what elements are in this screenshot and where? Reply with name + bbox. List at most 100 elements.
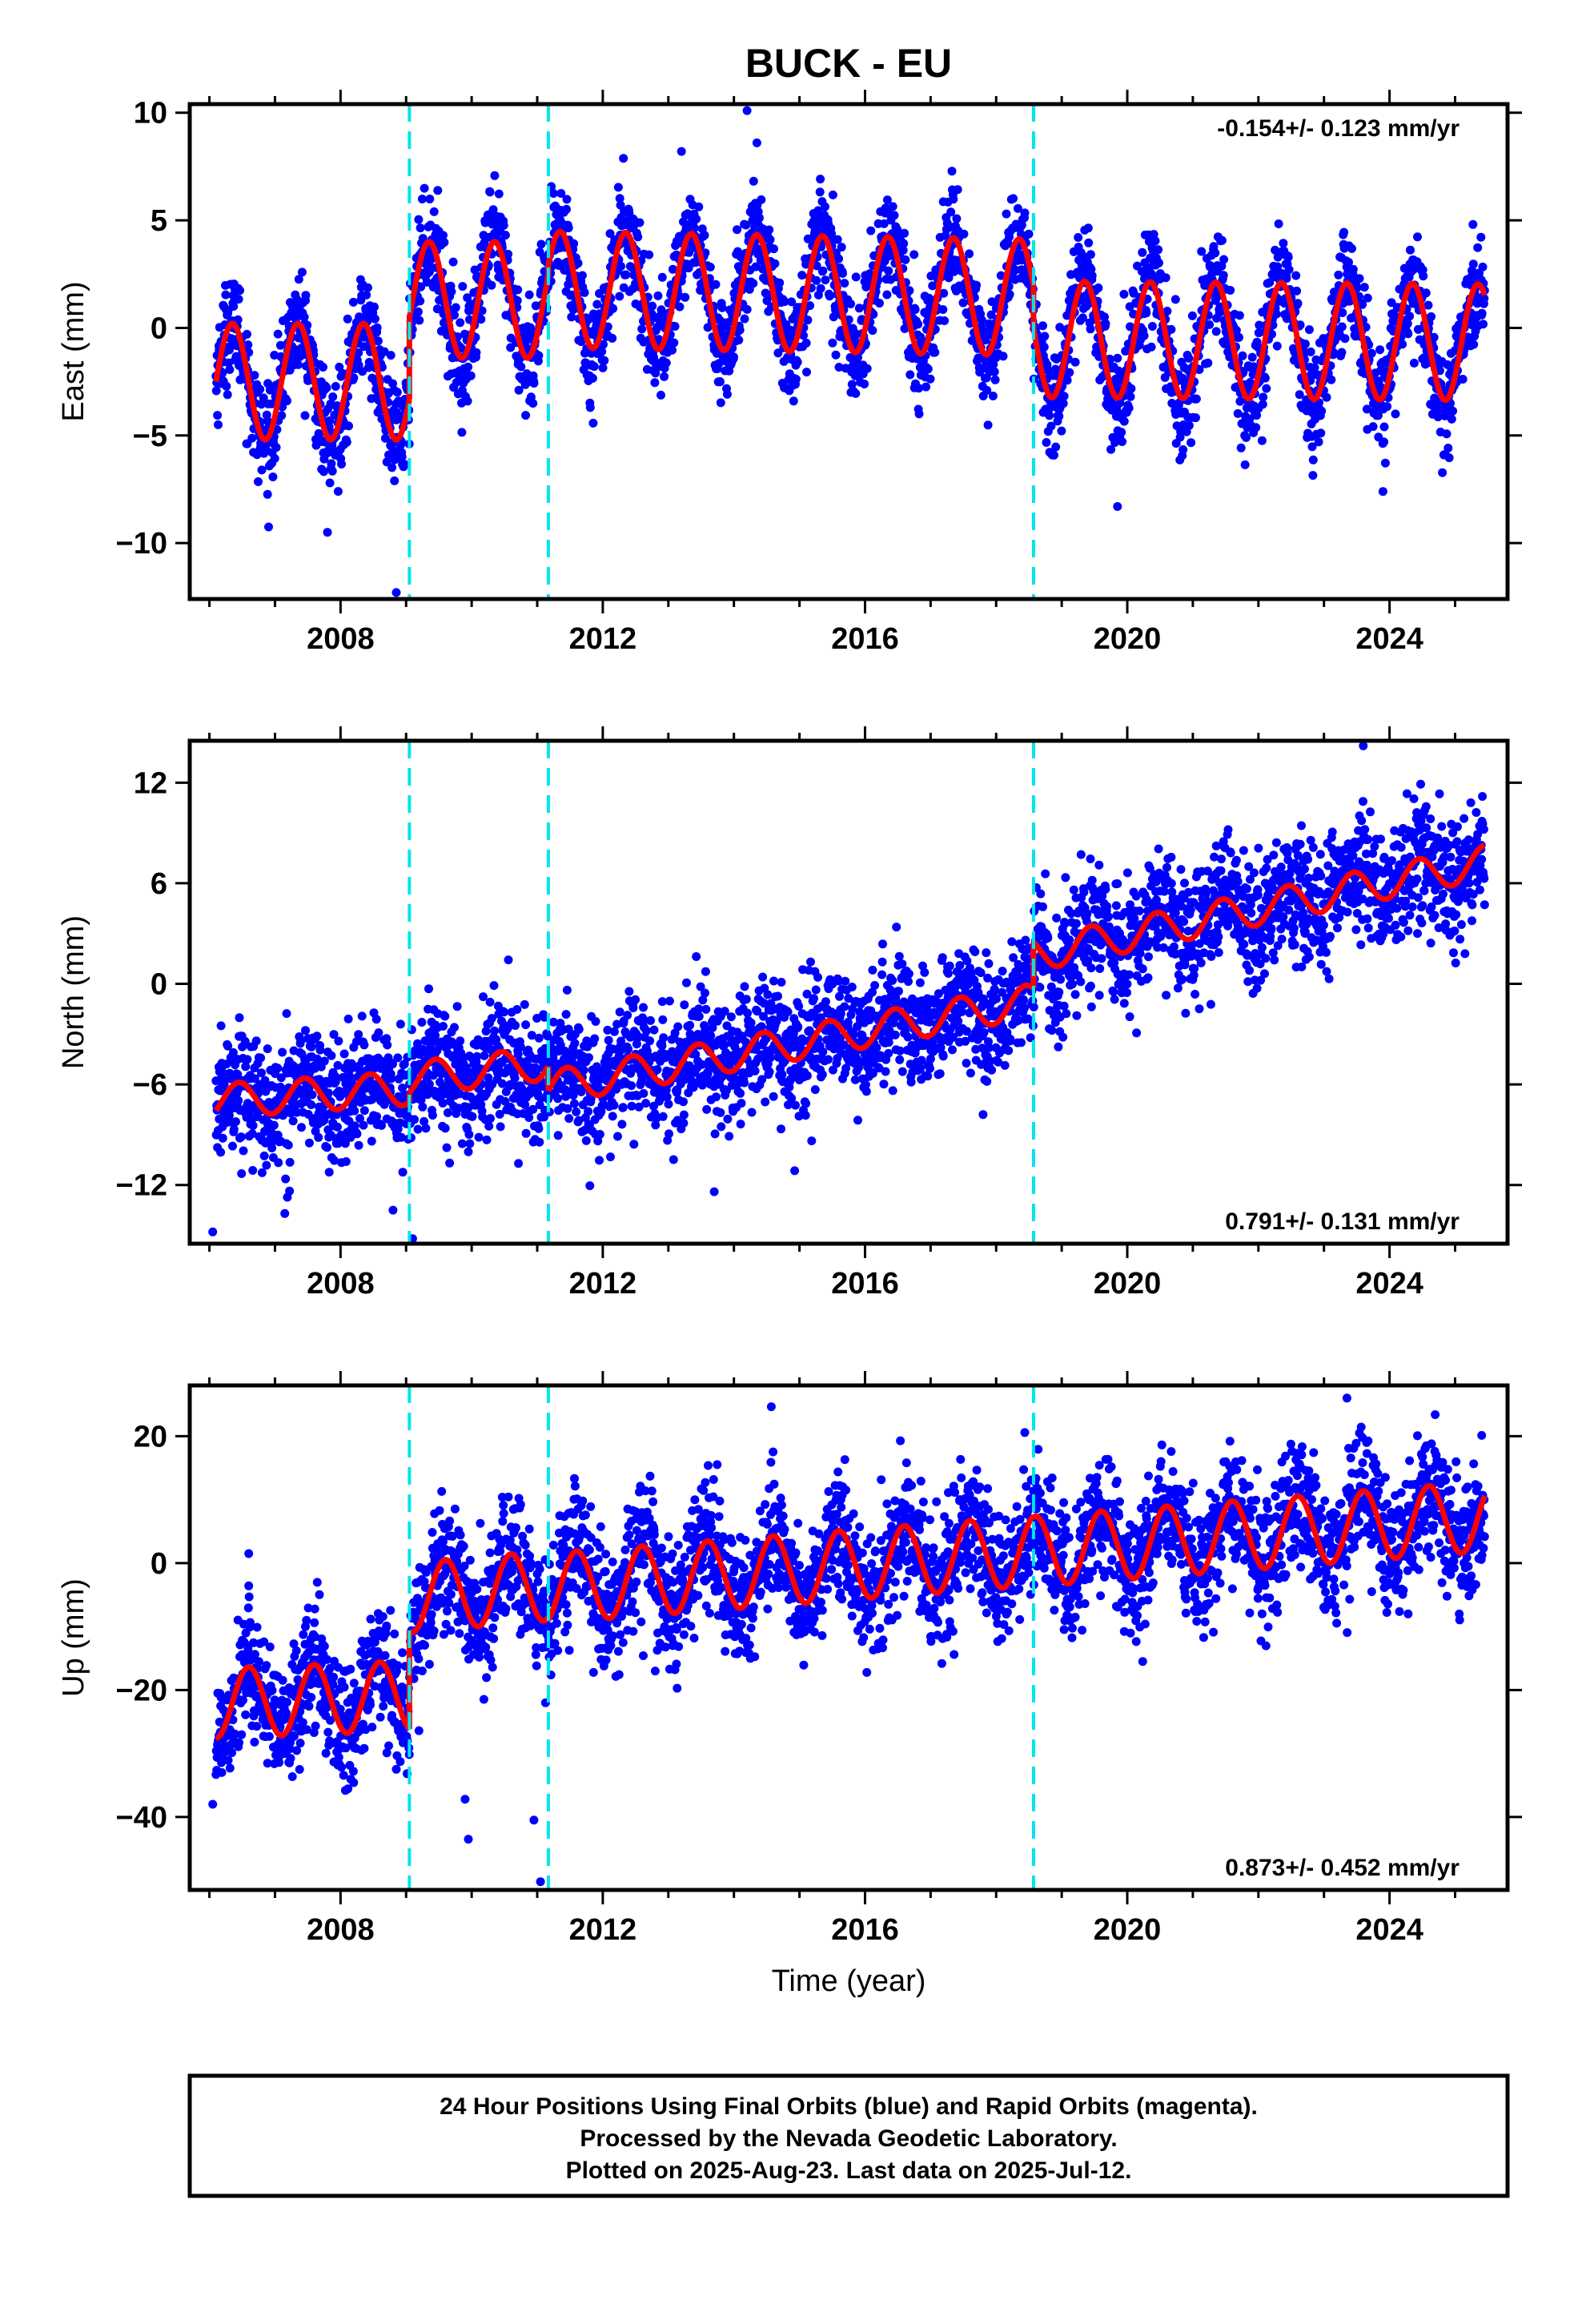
east-point (735, 325, 745, 335)
east-point (656, 390, 665, 400)
east-point (342, 437, 351, 447)
north-point (500, 1096, 510, 1106)
north-point (562, 985, 572, 995)
east-point (1468, 259, 1478, 269)
east-point (390, 476, 400, 485)
east-point (914, 409, 924, 419)
east-point (799, 331, 808, 340)
east-point (637, 324, 647, 334)
east-point (705, 263, 715, 271)
east-point (694, 202, 704, 211)
east-point (868, 326, 877, 336)
north-point (262, 1160, 271, 1170)
north-point (579, 1065, 588, 1075)
north-point (679, 1110, 689, 1120)
north-point (400, 1059, 409, 1069)
east-point (526, 323, 535, 332)
east-point (1038, 321, 1047, 331)
east-point (379, 347, 389, 356)
north-point (496, 1122, 505, 1132)
north-point (367, 1136, 376, 1146)
east-point (589, 362, 599, 372)
north-point (228, 1141, 237, 1151)
east-point (229, 302, 239, 311)
north-point (640, 1015, 649, 1025)
east-point (681, 292, 690, 302)
east-point (1039, 342, 1049, 352)
north-point (497, 1079, 507, 1088)
north-point (241, 1062, 251, 1072)
east-point (989, 360, 998, 369)
north-point (603, 1025, 612, 1035)
north-point (696, 982, 705, 991)
east-point (1247, 352, 1257, 362)
east-point (567, 312, 576, 322)
east-point (815, 187, 825, 197)
north-point (357, 1011, 367, 1021)
north-point (339, 1049, 349, 1059)
east-point (1405, 312, 1415, 321)
east-point (1295, 390, 1304, 400)
east-point (608, 333, 617, 343)
north-point (377, 1120, 386, 1130)
east-point (562, 195, 572, 204)
east-point (392, 388, 402, 397)
east-point (1126, 392, 1135, 401)
east-point (600, 356, 609, 365)
east-point (592, 300, 602, 309)
north-point (418, 1102, 428, 1112)
east-point (585, 403, 595, 412)
east-point (480, 218, 490, 227)
east-point (1476, 232, 1486, 242)
north-point (639, 1003, 648, 1012)
north-point (257, 1168, 267, 1177)
east-point (972, 280, 982, 290)
east-point (700, 231, 709, 240)
east-point (965, 249, 974, 259)
north-point (240, 1036, 250, 1046)
east-point (1352, 283, 1362, 292)
east-point (234, 295, 243, 304)
east-point (235, 286, 244, 296)
north-point (480, 1051, 489, 1060)
north-point (273, 1063, 283, 1073)
east-point (448, 257, 458, 267)
east-point (1054, 412, 1064, 421)
east-point (1284, 265, 1294, 275)
east-point (882, 195, 892, 205)
east-point (851, 272, 861, 282)
east-point (1197, 247, 1207, 256)
north-point (450, 1023, 459, 1032)
north-point (355, 1114, 364, 1124)
north-point (243, 1055, 252, 1064)
east-point (463, 293, 472, 303)
east-point (740, 314, 749, 324)
east-point (297, 267, 307, 277)
north-point (669, 1155, 678, 1164)
east-point (791, 375, 801, 384)
east-outlier-point (1378, 487, 1387, 497)
north-point (511, 1021, 520, 1030)
east-point (1231, 325, 1241, 335)
east-point (851, 388, 861, 398)
east-point (741, 220, 751, 230)
east-point (1013, 203, 1022, 213)
north-point (239, 1146, 248, 1156)
east-point (1429, 332, 1439, 342)
east-point (1258, 400, 1267, 409)
east-point (447, 287, 456, 296)
north-point (513, 1049, 523, 1059)
east-point (1086, 324, 1095, 334)
east-point (833, 235, 842, 244)
east-point (939, 288, 949, 298)
east-point (1379, 437, 1389, 447)
east-point (303, 320, 312, 330)
north-point (534, 1033, 544, 1043)
east-point (734, 336, 744, 345)
east-point (1282, 274, 1291, 283)
east-point (1300, 340, 1310, 348)
east-point (1316, 428, 1326, 438)
east-point (1078, 313, 1087, 323)
east-point (293, 360, 303, 369)
east-point (1162, 307, 1172, 316)
